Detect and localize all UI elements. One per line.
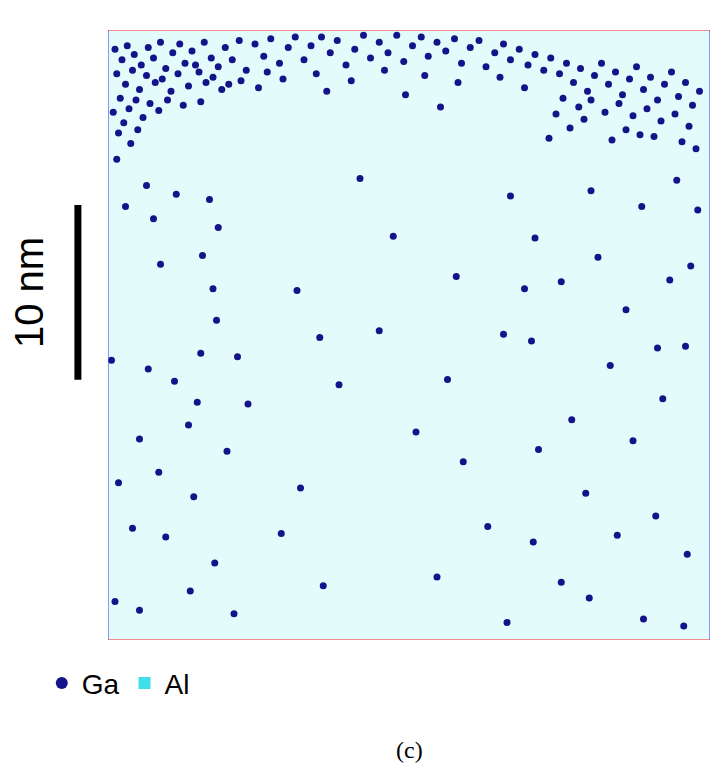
svg-text:Ga: Ga	[82, 669, 120, 700]
svg-text:10 nm: 10 nm	[7, 237, 51, 348]
svg-text:(c): (c)	[396, 737, 423, 763]
svg-text:Al: Al	[165, 669, 190, 700]
